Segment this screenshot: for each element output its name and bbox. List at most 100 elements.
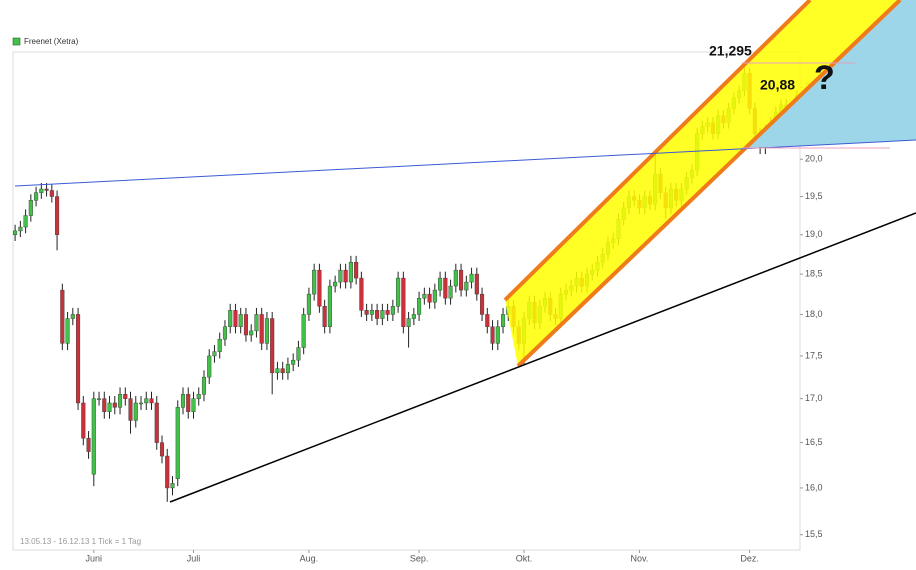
candle-body: [301, 314, 306, 348]
candle-body: [133, 402, 138, 421]
y-tick-label: 18,5: [805, 268, 823, 278]
candle-body: [396, 277, 401, 307]
candle-body: [280, 368, 285, 374]
candle-body: [112, 402, 117, 408]
candle-body: [86, 437, 91, 452]
candle-body: [259, 314, 264, 344]
legend-label: Freenet (Xetra): [24, 37, 79, 46]
candle-body: [448, 285, 453, 299]
candle-body: [490, 326, 495, 344]
plot-frame: [12, 51, 801, 551]
candle-body: [123, 394, 128, 399]
candle-body: [254, 314, 259, 332]
candle-body: [296, 347, 301, 361]
candle-body: [97, 398, 102, 400]
x-tick-label: Sep.: [410, 553, 429, 563]
candle-body: [186, 394, 191, 412]
candle-body: [312, 269, 317, 295]
candle-body: [39, 188, 44, 193]
y-tick-label: 18,0: [805, 309, 823, 319]
candle-body: [228, 310, 233, 327]
candle-body: [196, 394, 201, 399]
candle-body: [291, 359, 296, 365]
x-tick-label: Okt.: [516, 553, 533, 563]
candle-body: [469, 273, 474, 283]
candle-body: [306, 293, 311, 315]
candle-body: [217, 338, 222, 352]
candle-body: [354, 261, 359, 279]
candle-body: [191, 398, 196, 412]
candle-body: [495, 326, 500, 344]
candle-body: [128, 398, 133, 421]
candle-body: [406, 318, 411, 327]
candle-body: [443, 277, 448, 299]
candle-body: [49, 190, 54, 197]
candle-body: [159, 442, 165, 457]
y-tick-label: 19,5: [805, 191, 823, 201]
y-tick-label: 17,5: [805, 350, 823, 360]
candle-body: [348, 261, 353, 283]
candle-body: [438, 277, 443, 291]
candle-body: [369, 310, 374, 315]
candle-body: [13, 230, 18, 235]
candle-body: [380, 310, 385, 319]
candle-body: [212, 351, 217, 357]
period-note: 13.05.13 - 16.12.13 1 Tick = 1 Tag: [20, 537, 141, 546]
candle-body: [144, 398, 149, 404]
candle-body: [76, 314, 81, 404]
candle-body: [34, 192, 39, 201]
support-line: [169, 212, 916, 503]
candle-body: [249, 330, 254, 336]
candle-body: [390, 306, 395, 315]
candle-body: [322, 306, 327, 327]
candle-body: [117, 394, 123, 408]
candle-body: [401, 277, 406, 327]
candle-body: [149, 398, 154, 404]
candle-body: [501, 314, 506, 327]
candle-body: [222, 326, 228, 340]
candle-body: [359, 277, 364, 311]
candle-body: [270, 318, 275, 374]
trend-channel: [505, 0, 900, 366]
candle-body: [417, 297, 422, 315]
channel-upper: [503, 0, 812, 302]
candle-body: [317, 269, 322, 307]
target-zone: [745, 0, 916, 148]
candle-body: [18, 226, 23, 232]
candle-body: [201, 376, 207, 395]
candle-body: [165, 455, 170, 489]
candle-body: [453, 269, 458, 287]
candle-body: [207, 355, 212, 378]
annotation: ?: [814, 59, 835, 97]
candle-body: [175, 407, 180, 479]
candle-body: [60, 289, 65, 344]
annotation: 21,295: [709, 43, 752, 59]
candle-body: [154, 402, 159, 443]
candle-body: [107, 402, 112, 412]
candle-body: [264, 318, 269, 344]
candle-body: [238, 314, 243, 327]
candle-body: [180, 394, 186, 408]
candle-body: [70, 314, 75, 319]
x-tick-label: Aug.: [300, 553, 319, 563]
candle-body: [102, 398, 107, 412]
candle-body: [422, 293, 427, 299]
candle-body: [427, 293, 432, 303]
candle-body: [432, 289, 437, 303]
candle-body: [23, 215, 28, 228]
candle-body: [338, 269, 343, 283]
x-tick-label: Juni: [86, 553, 103, 563]
candle-body: [28, 200, 33, 216]
annotation: 20,88: [760, 77, 795, 93]
candle-body: [375, 310, 380, 319]
candle-body: [243, 314, 248, 336]
y-tick-label: 19,0: [805, 229, 823, 239]
candle-body: [44, 188, 49, 191]
candle-body: [343, 269, 348, 283]
candle-body: [485, 314, 490, 327]
channel-lower: [516, 0, 902, 368]
y-tick-label: 15,5: [805, 529, 823, 539]
candle-body: [91, 398, 96, 475]
y-tick-label: 20,0: [805, 154, 823, 164]
